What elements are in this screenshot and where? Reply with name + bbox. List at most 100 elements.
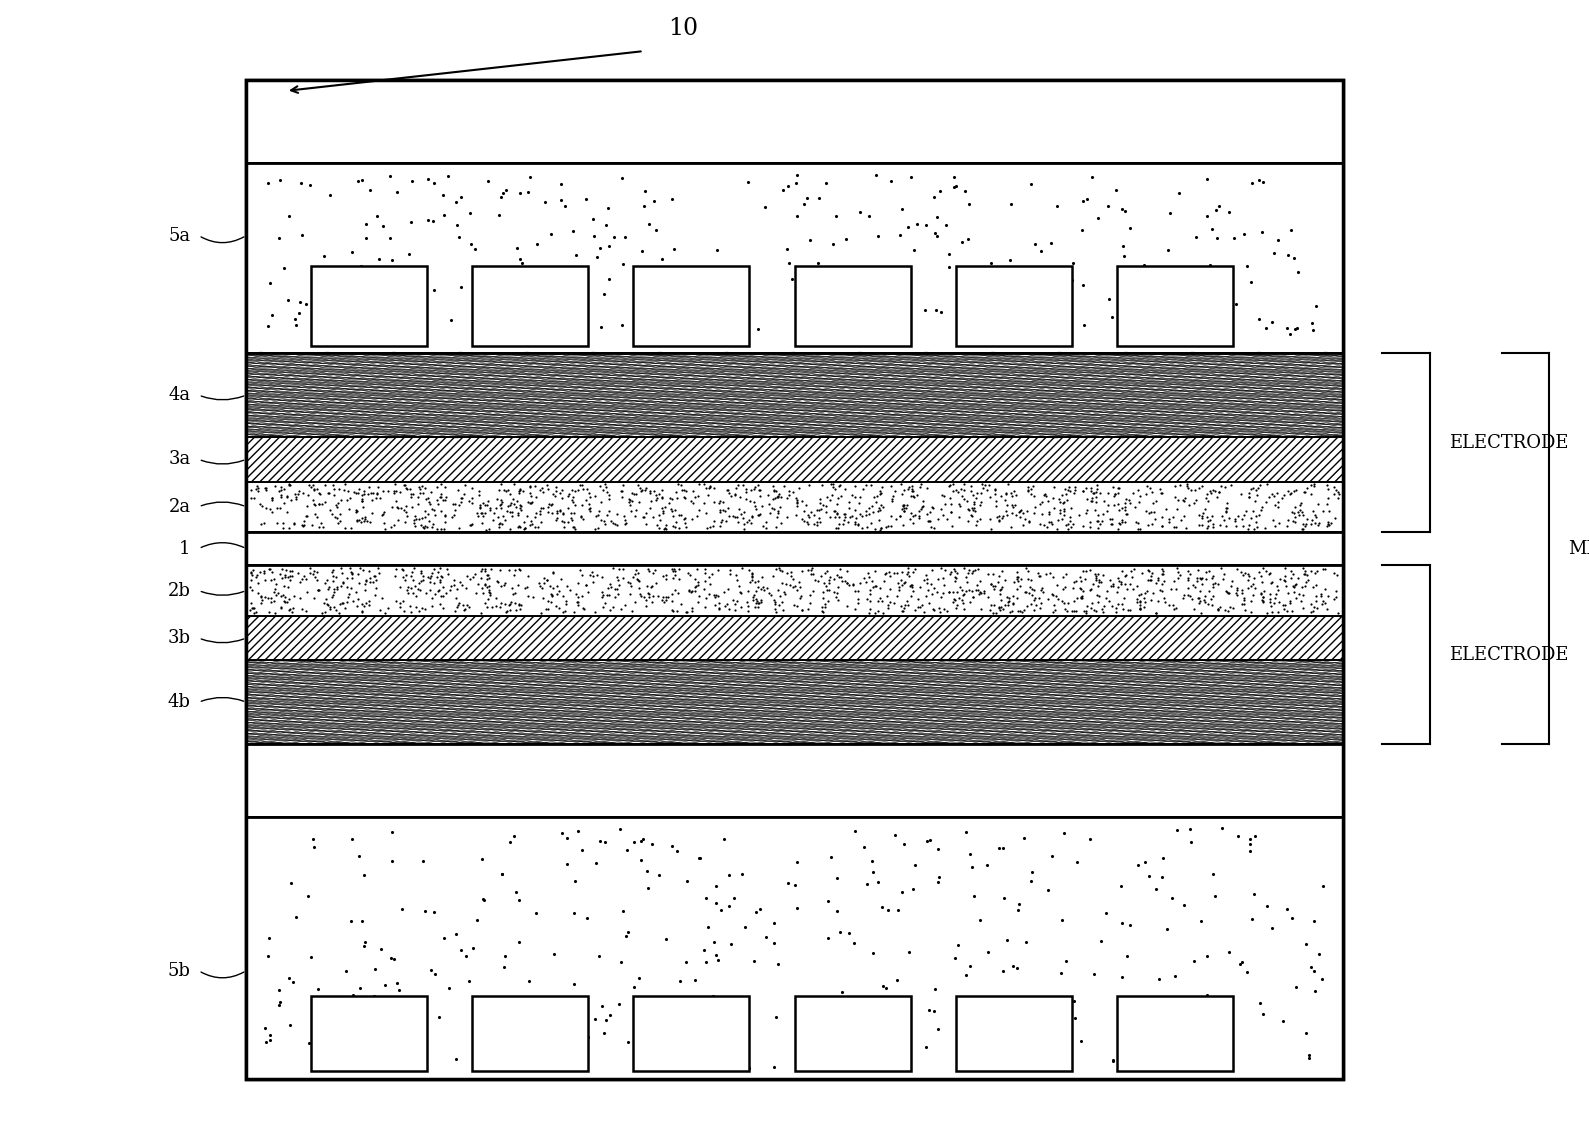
- Point: [346, 846, 372, 864]
- Point: [693, 573, 718, 591]
- Point: [744, 592, 769, 610]
- Point: [648, 1051, 674, 1069]
- Point: [421, 560, 447, 578]
- Point: [499, 494, 524, 512]
- Point: [461, 939, 486, 958]
- Point: [351, 598, 377, 616]
- Point: [1219, 476, 1244, 494]
- Point: [1146, 592, 1171, 610]
- Point: [672, 488, 698, 507]
- Point: [874, 563, 899, 582]
- Point: [475, 172, 501, 190]
- Point: [553, 594, 578, 612]
- Point: [238, 481, 264, 499]
- Point: [501, 827, 526, 845]
- Point: [1071, 276, 1096, 294]
- Bar: [246, 437, 1343, 482]
- Point: [1282, 576, 1308, 594]
- Point: [321, 485, 346, 503]
- Point: [1265, 498, 1290, 516]
- Point: [610, 482, 636, 500]
- Point: [696, 478, 721, 496]
- Point: [276, 519, 302, 537]
- Point: [809, 598, 834, 616]
- Point: [677, 583, 702, 601]
- Point: [842, 515, 868, 533]
- Point: [1150, 561, 1176, 579]
- Point: [343, 583, 369, 601]
- Point: [923, 224, 949, 242]
- Point: [1057, 512, 1082, 531]
- Point: [626, 585, 651, 603]
- Point: [1135, 502, 1160, 520]
- Point: [734, 513, 760, 532]
- Point: [1301, 475, 1327, 493]
- Point: [939, 495, 965, 513]
- Point: [477, 569, 502, 587]
- Point: [901, 482, 926, 500]
- Point: [1001, 586, 1026, 604]
- Point: [370, 506, 396, 524]
- Point: [1303, 515, 1328, 533]
- Point: [640, 314, 666, 332]
- Point: [483, 590, 508, 608]
- Point: [251, 513, 276, 532]
- Point: [1305, 599, 1330, 617]
- Point: [609, 482, 634, 500]
- Point: [491, 481, 516, 499]
- Point: [677, 566, 702, 584]
- Point: [950, 600, 976, 618]
- Point: [726, 500, 752, 518]
- Point: [1192, 586, 1217, 604]
- Point: [540, 587, 566, 605]
- Point: [284, 908, 310, 926]
- Point: [353, 229, 378, 248]
- Point: [718, 316, 744, 334]
- Point: [669, 481, 694, 499]
- Point: [898, 487, 923, 506]
- Point: [825, 577, 850, 595]
- Point: [361, 574, 386, 592]
- Point: [750, 578, 775, 596]
- Point: [777, 483, 802, 501]
- Point: [1251, 174, 1276, 192]
- Point: [1112, 575, 1138, 593]
- Point: [276, 570, 302, 588]
- Point: [515, 493, 540, 511]
- Point: [1197, 482, 1222, 500]
- Point: [1292, 483, 1317, 501]
- Point: [523, 518, 548, 536]
- Point: [1138, 571, 1163, 590]
- Point: [453, 476, 478, 494]
- Point: [825, 506, 850, 524]
- Point: [1224, 517, 1249, 535]
- Point: [822, 570, 847, 588]
- Point: [667, 971, 693, 989]
- Bar: [311, 266, 427, 345]
- Point: [783, 488, 809, 507]
- Point: [648, 324, 674, 342]
- Point: [1197, 512, 1222, 531]
- Point: [437, 580, 462, 599]
- Point: [1112, 513, 1138, 532]
- Point: [1197, 256, 1222, 274]
- Point: [324, 578, 350, 596]
- Point: [720, 508, 745, 526]
- Point: [842, 501, 868, 519]
- Point: [321, 1012, 346, 1030]
- Point: [1117, 916, 1142, 934]
- Point: [472, 891, 497, 909]
- Point: [383, 475, 408, 493]
- Point: [864, 602, 890, 620]
- Point: [574, 491, 599, 509]
- Point: [497, 833, 523, 851]
- Point: [783, 1058, 809, 1076]
- Point: [596, 269, 621, 287]
- Point: [825, 504, 850, 523]
- Point: [1109, 562, 1135, 580]
- Point: [356, 562, 381, 580]
- Point: [1262, 496, 1287, 515]
- Point: [1305, 495, 1330, 513]
- Point: [1239, 479, 1265, 498]
- Point: [999, 958, 1025, 976]
